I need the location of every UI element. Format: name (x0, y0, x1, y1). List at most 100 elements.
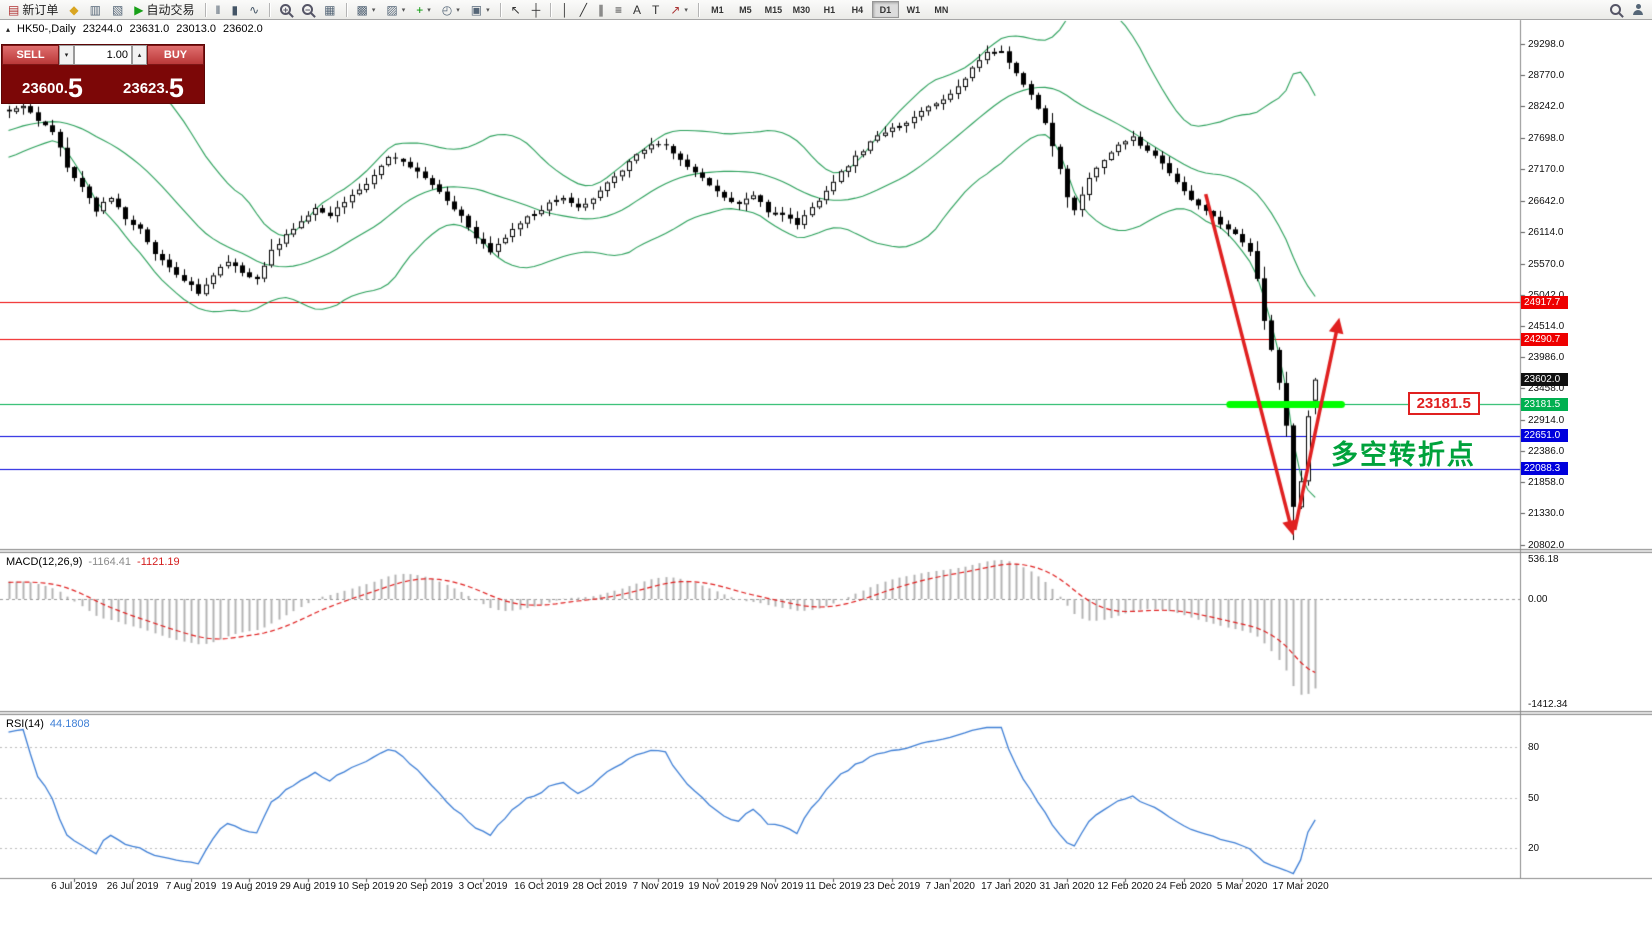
date-label: 29 Nov 2019 (746, 881, 804, 892)
metaeditor-icon: ◆ (69, 2, 79, 17)
candlestick-chart-button[interactable]: ▮ (227, 1, 244, 19)
tile-windows-icon: ▦ (324, 2, 336, 17)
cursor-icon: ↖ (510, 2, 521, 17)
periods-button[interactable]: ◴ ▾ (437, 1, 465, 19)
price-level-label: 22651.0 (1521, 429, 1568, 443)
volume-input[interactable] (74, 45, 132, 65)
line-chart-button[interactable]: ∿ (244, 1, 264, 19)
zoom-out-button[interactable]: − (297, 1, 318, 19)
template-button[interactable]: ▣ ▾ (466, 1, 495, 19)
navigator-button[interactable]: ▧ (107, 1, 128, 19)
price-tick-label: 26642.0 (1528, 195, 1565, 207)
price-tick-label: 27170.0 (1528, 164, 1565, 176)
bar-high-value: 23631.0 (129, 23, 170, 35)
new-order-button[interactable]: ▤ 新订单 (3, 1, 63, 19)
date-label: 7 Jan 2020 (925, 881, 975, 892)
price-level-label: 24290.7 (1521, 332, 1568, 346)
toolbar-separator (269, 2, 271, 17)
bar-open-value: 23244.0 (82, 23, 123, 35)
periods-icon: ◴ (441, 2, 453, 17)
label-button[interactable]: T (647, 1, 664, 19)
community-button[interactable] (1627, 1, 1649, 19)
cn-annotation-text[interactable]: 多空转折点 (1330, 439, 1476, 470)
date-label: 19 Aug 2019 (221, 881, 278, 892)
one-click-toggle-icon[interactable]: ▴ (6, 24, 11, 34)
price-callout-label[interactable]: 23181.5 (1407, 392, 1480, 416)
crosshair-button[interactable]: ┼ (527, 1, 546, 19)
trendline-button[interactable]: ╱ (575, 1, 592, 19)
search-button[interactable] (1605, 1, 1626, 19)
autotrading-button[interactable]: ▶ 自动交易 (129, 1, 199, 19)
add-indicator-button[interactable]: + ▾ (411, 1, 436, 19)
timeframe-m1-button[interactable]: M1 (704, 1, 731, 18)
text-button[interactable]: A (628, 1, 646, 19)
date-label: 17 Mar 2020 (1272, 881, 1329, 892)
arrows-button[interactable]: ↗ ▾ (665, 1, 693, 19)
timeframe-m15-button[interactable]: M15 (760, 1, 787, 18)
price-tick-label: 22914.0 (1528, 415, 1565, 427)
tile-windows-button[interactable]: ▦ (319, 1, 340, 19)
toolbar-separator (499, 2, 501, 17)
label-icon: T (651, 2, 660, 17)
date-label: 20 Sep 2019 (396, 881, 453, 892)
date-label: 7 Aug 2019 (165, 881, 217, 892)
sell-price-pip: 5 (67, 73, 83, 103)
search-icon (1610, 4, 1621, 15)
price-tick-label: 27698.0 (1528, 133, 1565, 145)
timeframe-h1-button[interactable]: H1 (816, 1, 843, 18)
price-tick-label: 23986.0 (1528, 351, 1565, 363)
profiles-button[interactable]: ▨ ▾ (381, 1, 410, 19)
one-click-trading-panel: SELL ▾ ▴ BUY 23600. 5 23623. 5 (1, 44, 205, 104)
zoom-out-icon: − (302, 4, 314, 15)
date-label: 24 Feb 2020 (1155, 881, 1212, 892)
buy-button[interactable]: BUY (147, 45, 204, 65)
cursor-button[interactable]: ↖ (506, 1, 526, 19)
rsi-name: RSI(14) (6, 718, 44, 730)
chart-header: ▴ HK50-,Daily 23244.0 23631.0 23013.0 23… (6, 23, 263, 35)
current-price-label: 23602.0 (1521, 373, 1568, 387)
price-tick-label: 22386.0 (1528, 446, 1565, 458)
price-tick-label: 25570.0 (1528, 258, 1565, 270)
macd-scale-label: 536.18 (1528, 554, 1559, 566)
date-label: 23 Dec 2019 (863, 881, 921, 892)
date-label: 31 Jan 2020 (1039, 881, 1095, 892)
channel-button[interactable]: ∥ (593, 1, 609, 19)
buy-price[interactable]: 23623. 5 (103, 65, 204, 103)
timeframe-mn-button[interactable]: MN (928, 1, 955, 18)
bar-close-value: 23602.0 (223, 23, 263, 35)
rsi-value: 44.1808 (49, 718, 90, 730)
arrows-icon: ↗ (670, 2, 681, 17)
date-label: 29 Aug 2019 (279, 881, 336, 892)
timeframe-m30-button[interactable]: M30 (788, 1, 815, 18)
sell-button[interactable]: SELL (2, 45, 59, 65)
timeframe-w1-button[interactable]: W1 (900, 1, 927, 18)
metaeditor-button[interactable]: ◆ (64, 1, 83, 19)
vertical-line-button[interactable]: │ (556, 1, 574, 19)
date-label: 11 Dec 2019 (805, 881, 862, 892)
toolbar-separator (697, 2, 699, 17)
price-tick-label: 20802.0 (1528, 539, 1565, 551)
volume-up-button[interactable]: ▴ (132, 45, 147, 65)
sell-price[interactable]: 23600. 5 (2, 65, 103, 103)
price-tick-label: 21858.0 (1528, 477, 1565, 489)
trade-panel-controls: SELL ▾ ▴ BUY (2, 45, 204, 65)
price-level-label: 24917.7 (1521, 295, 1568, 309)
bar-chart-button[interactable]: ‖ (211, 1, 226, 19)
price-tick-label: 26114.0 (1528, 226, 1564, 238)
market-watch-icon: ▥ (89, 2, 101, 17)
date-label: 6 Jul 2019 (51, 881, 98, 892)
zoom-in-button[interactable]: + (275, 1, 296, 19)
market-watch-button[interactable]: ▥ (85, 1, 106, 19)
date-label: 12 Feb 2020 (1097, 881, 1154, 892)
timeframe-h4-button[interactable]: H4 (844, 1, 871, 18)
volume-down-button[interactable]: ▾ (59, 45, 74, 65)
new-chart-button[interactable]: ▩ ▾ (352, 1, 381, 19)
timeframe-m5-button[interactable]: M5 (732, 1, 759, 18)
fibonacci-button[interactable]: ≡ (610, 1, 627, 19)
timeframe-d1-button[interactable]: D1 (871, 1, 899, 18)
line-chart-icon: ∿ (249, 2, 260, 17)
price-tick-label: 21330.0 (1528, 508, 1565, 520)
